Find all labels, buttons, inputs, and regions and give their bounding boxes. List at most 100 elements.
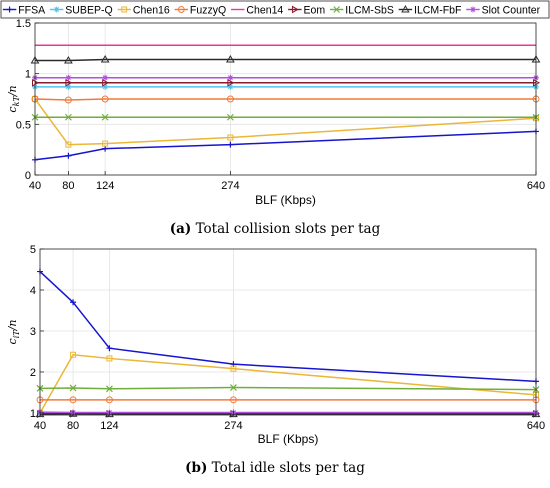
chart-b-xlabel: BLF (Kbps) [258,432,319,446]
series-ilcm-sbs [31,113,540,121]
x-tick-label: 40 [29,180,41,192]
legend-label: FuzzyQ [190,4,226,16]
data-point [65,74,72,81]
legend-label: ILCM-SbS [345,4,394,16]
data-point [226,113,234,121]
data-point [70,299,77,306]
chart-b-caption: (b) Total idle slots per tag [185,460,365,476]
legend-item-ffsa: FFSA [2,4,46,17]
data-point [106,355,113,362]
data-point [227,141,234,148]
x-tick-label: 124 [100,420,118,432]
series-ilcm-sbs [36,384,540,394]
y-tick-label: 1.5 [16,18,31,30]
data-point [100,54,110,63]
data-point [227,83,234,90]
legend-marker [291,5,299,14]
data-point [230,384,237,391]
legend-item-ilcm-fbf: ILCM-FbF [398,4,462,17]
legend-label: Eom [303,4,325,16]
chart-a-xlabel: BLF (Kbps) [255,193,316,207]
data-point [69,384,77,392]
legend-item-eom: Eom [288,4,325,17]
chart-a-series [30,44,541,163]
chart-a-ylabel: ckT/n [6,85,21,112]
chart-b-frame [39,248,537,416]
series-line [39,353,537,414]
data-point [227,78,235,87]
x-tick-label: 274 [221,180,239,192]
data-point [226,95,234,103]
data-point [65,78,73,87]
legend-marker [121,6,128,13]
legend-marker [53,6,60,13]
data-point [101,113,109,121]
y-tick-label: 5 [30,244,36,256]
legend-marker [401,5,410,13]
legend-label: ILCM-FbF [414,4,462,16]
x-tick-label: 274 [224,420,242,432]
legend-item-ilcm-sbs: ILCM-SbS [329,4,394,17]
data-point [102,145,109,152]
data-point [65,141,72,148]
legend-item-fuzzyq: FuzzyQ [174,4,226,17]
chart-a-caption: (a) Total collision slots per tag [170,221,381,237]
x-tick-label: 80 [62,180,74,192]
legend-label: Slot Counter [482,4,541,16]
data-point [227,74,234,81]
y-tick-label: 1 [25,69,31,81]
legend-item-subep-q: SUBEP-Q [49,4,113,17]
y-tick-label: 1 [30,408,36,420]
data-point [102,140,109,147]
legend-marker [333,6,340,13]
data-point [229,396,237,404]
data-point [64,56,73,64]
data-point [230,365,237,372]
series-line [35,58,536,62]
series-ilcm-fbf [30,54,541,64]
data-point [65,83,72,90]
x-tick-label: 40 [34,420,46,432]
chart-b: 40 80 124 274 640 1 2 3 4 5 BLF (Kbps) ciT/n (b) … [6,244,545,476]
legend: FFSA SUBEP-Q Chen16 FuzzyQ Chen14 Eom ILCM-SbS… [0,0,550,19]
data-point [106,385,113,393]
legend-label: Chen14 [246,4,283,16]
data-point [227,134,234,141]
chart-b-ticks: 40 80 124 274 640 1 2 3 4 5 [30,244,545,432]
legend-item-slot-counter: Slot Counter [466,4,541,17]
series-line [34,98,536,101]
chart-a: 40 80 124 274 640 0 0.5 1 1.5 BLF (Kbps) ckT/n (… [6,18,545,237]
y-tick-label: 2 [30,367,36,379]
chart-a-frame [34,22,537,176]
chart-a-ticks: 40 80 124 274 640 0 0.5 1 1.5 [16,18,545,192]
data-point [226,54,235,63]
legend-box [0,0,550,19]
data-point [70,351,77,358]
legend-item-chen16: Chen16 [117,4,170,17]
legend-label: FFSA [18,4,46,16]
y-tick-label: 0 [25,170,31,182]
data-point [102,83,109,90]
data-point [64,96,72,104]
data-point [105,396,113,404]
data-point [64,113,72,121]
data-point [102,78,110,87]
y-tick-label: 4 [30,285,36,297]
data-point [69,396,77,404]
data-point [102,74,109,81]
y-tick-label: 3 [30,326,36,338]
legend-marker [6,6,13,13]
legend-label: SUBEP-Q [65,4,112,16]
chart-b-ylabel: ciT/n [6,320,21,345]
legend-label: Chen16 [133,4,170,16]
x-tick-label: 80 [67,420,79,432]
legend-marker [177,6,185,13]
x-tick-label: 640 [527,180,545,192]
legend-item-chen14: Chen14 [231,4,283,17]
legend-marker [470,6,476,13]
data-point [65,152,72,159]
y-tick-label: 0.5 [16,119,31,131]
series-line [34,98,537,146]
x-tick-label: 124 [96,180,114,192]
